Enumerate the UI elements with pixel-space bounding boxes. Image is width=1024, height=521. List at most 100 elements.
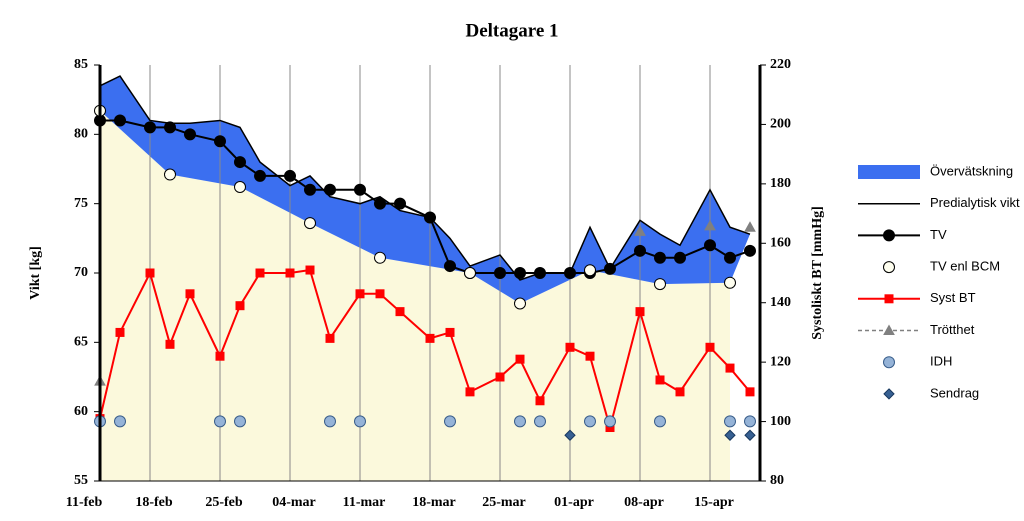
marker	[883, 388, 895, 400]
areas	[100, 76, 750, 481]
legend-label: IDH	[930, 354, 952, 369]
marker	[375, 289, 385, 299]
y-tick-label: 60	[74, 404, 88, 419]
legend-label: Syst BT	[930, 290, 976, 305]
x-tick-label: 15-apr	[694, 495, 734, 510]
marker	[445, 327, 455, 337]
y2-tick-label: 220	[770, 57, 791, 72]
marker	[534, 267, 546, 279]
y-tick-label: 70	[74, 265, 88, 280]
marker	[534, 415, 546, 428]
legend-label: Predialytisk vikt	[930, 195, 1020, 210]
marker	[883, 324, 895, 335]
marker	[394, 197, 406, 210]
marker	[464, 267, 476, 279]
y2-tick-label: 160	[770, 236, 791, 251]
marker	[145, 268, 155, 278]
marker	[144, 121, 156, 134]
marker	[304, 217, 316, 230]
marker	[114, 415, 126, 428]
x-tick-label: 18-mar	[412, 495, 456, 510]
y-tick-label: 65	[74, 335, 88, 350]
marker	[165, 339, 175, 349]
marker	[185, 289, 195, 299]
x-tick-label: 11-mar	[343, 495, 386, 510]
marker	[184, 128, 196, 141]
x-tick-label: 04-mar	[272, 495, 316, 510]
marker	[215, 351, 225, 361]
marker	[234, 181, 246, 194]
marker	[655, 375, 665, 385]
marker	[324, 415, 336, 428]
marker	[234, 156, 246, 169]
legend-swatch	[858, 165, 920, 179]
x-tick-label: 25-mar	[482, 495, 526, 510]
marker	[635, 307, 645, 317]
marker	[395, 307, 405, 317]
marker	[444, 260, 456, 273]
legend-label: TV enl BCM	[930, 259, 1000, 274]
marker	[325, 333, 335, 343]
marker	[883, 229, 895, 242]
marker	[354, 415, 366, 428]
marker	[255, 268, 265, 278]
marker	[704, 239, 716, 252]
marker	[285, 268, 295, 278]
x-tick-label: 11-feb	[66, 495, 103, 510]
marker	[354, 183, 366, 196]
marker	[465, 387, 475, 397]
legend-label: Sendrag	[930, 385, 979, 400]
marker	[304, 183, 316, 196]
y2-tick-label: 100	[770, 414, 791, 429]
marker	[744, 244, 756, 257]
marker	[564, 267, 576, 279]
chart-title: Deltagare 1	[465, 20, 558, 41]
y-tick-label: 75	[74, 196, 88, 211]
marker	[654, 251, 666, 264]
legend-label: Övervätskning	[930, 163, 1013, 178]
marker	[115, 327, 125, 337]
marker	[374, 251, 386, 264]
marker	[374, 197, 386, 210]
x-tick-label: 25-feb	[205, 495, 243, 510]
marker	[744, 429, 756, 441]
marker	[564, 429, 576, 441]
y2-tick-label: 200	[770, 117, 791, 132]
marker	[214, 135, 226, 148]
marker	[585, 351, 595, 361]
overhydration-area	[100, 76, 750, 304]
marks	[94, 75, 756, 441]
marker	[305, 265, 315, 275]
x-tick-label: 01-apr	[554, 495, 594, 510]
marker	[424, 211, 436, 224]
marker	[214, 415, 226, 428]
marker	[674, 251, 686, 264]
marker	[724, 429, 736, 441]
marker	[164, 168, 176, 181]
marker	[725, 363, 735, 373]
x-tick-label: 18-feb	[135, 495, 173, 510]
marker	[745, 387, 755, 397]
marker	[654, 415, 666, 428]
marker	[164, 121, 176, 134]
y-tick-label: 55	[74, 473, 88, 488]
y2-tick-label: 80	[770, 473, 784, 488]
marker	[724, 415, 736, 428]
marker	[565, 342, 575, 352]
marker	[883, 356, 895, 369]
marker	[234, 415, 246, 428]
marker	[515, 354, 525, 364]
marker	[114, 114, 126, 127]
marker	[514, 297, 526, 310]
marker	[724, 276, 736, 289]
marker	[604, 262, 616, 275]
marker	[444, 415, 456, 428]
marker	[883, 261, 895, 274]
legend: Övervätskning Predialytisk vikt TV TV enl B…	[858, 163, 1020, 400]
marker	[634, 244, 646, 257]
marker	[744, 415, 756, 428]
marker	[705, 342, 715, 352]
bcm-area	[100, 110, 730, 481]
x-tick-label: 08-apr	[624, 495, 664, 510]
